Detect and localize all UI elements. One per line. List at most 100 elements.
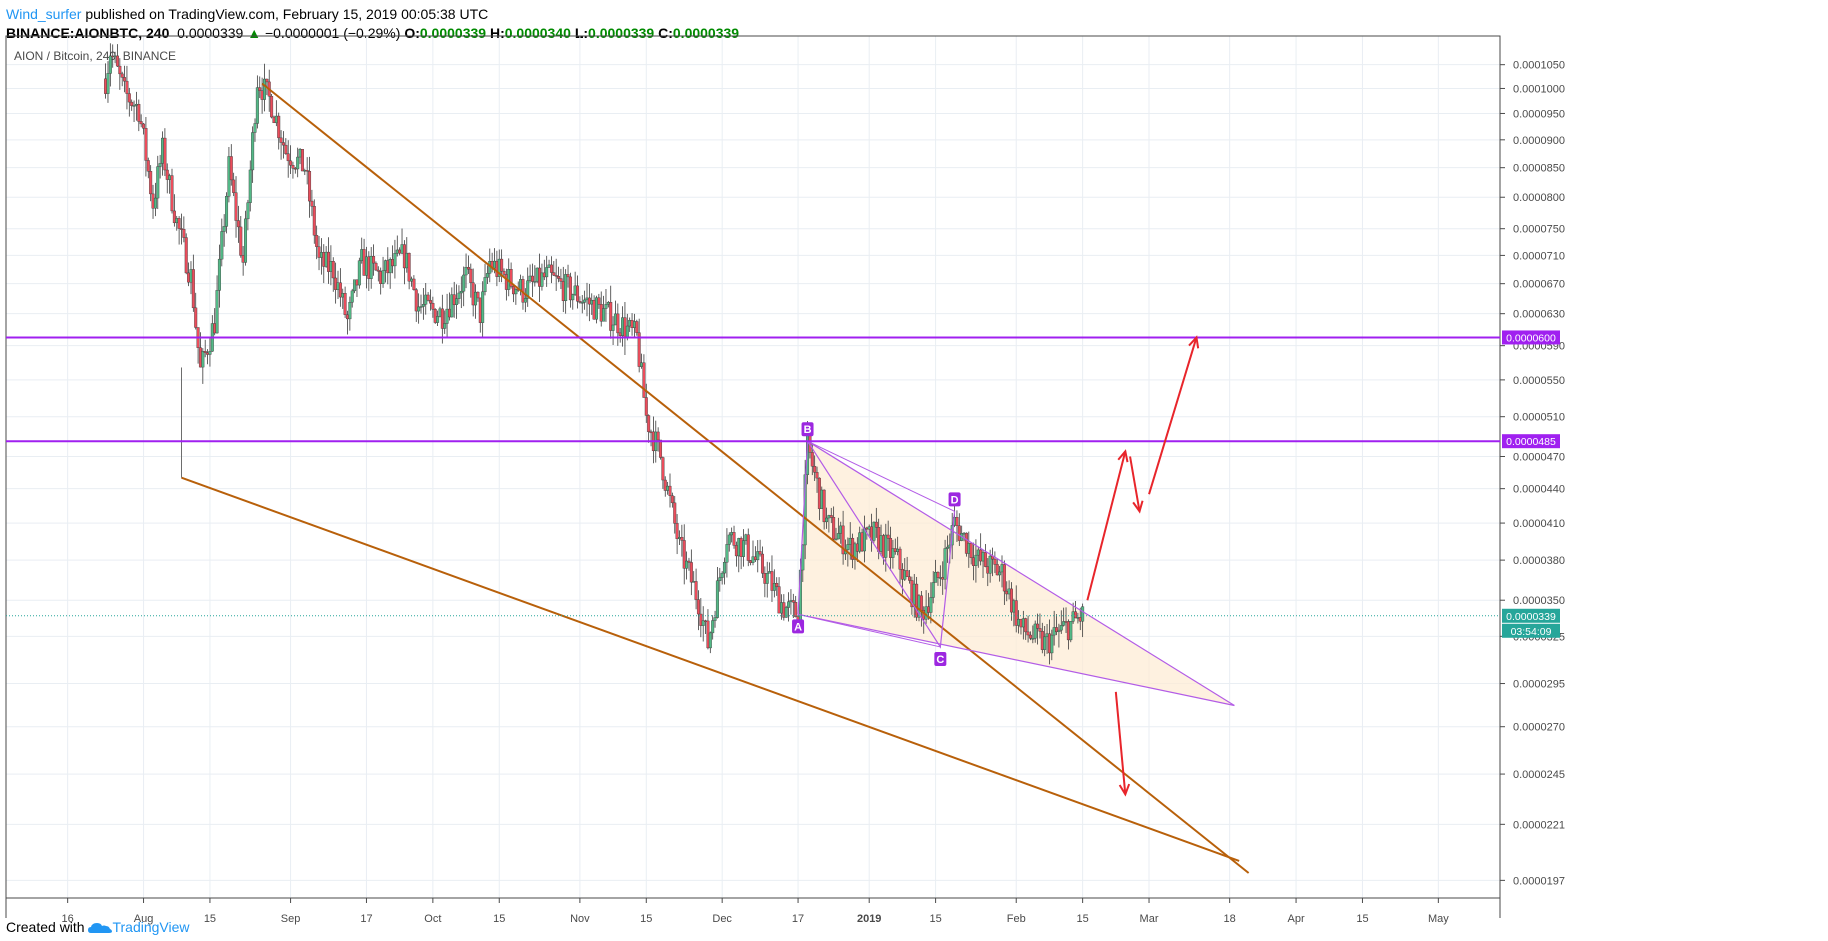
candle-body — [443, 323, 447, 329]
pattern-point-b-label: B — [804, 424, 812, 436]
candle-body — [253, 123, 257, 133]
candle-body — [251, 132, 255, 171]
projection-arrow-head — [1118, 783, 1131, 797]
candle-body — [350, 290, 354, 303]
y-tick-label: 0.0000800 — [1513, 192, 1565, 204]
candle-body — [787, 601, 791, 608]
author-link[interactable]: Wind_surfer — [6, 6, 82, 22]
candle-body — [919, 595, 923, 611]
close-label: C: — [658, 25, 673, 41]
projection-arrow[interactable] — [1114, 691, 1127, 795]
candle-body — [908, 576, 912, 581]
candle-body — [222, 226, 226, 232]
pattern-point-a-badge — [792, 619, 805, 634]
candle-body — [348, 302, 352, 320]
candle-body — [509, 269, 513, 287]
candle-body — [571, 294, 575, 301]
candle-body — [715, 580, 719, 618]
candle-body — [746, 534, 750, 561]
candle-body — [194, 307, 198, 328]
wedge-lower-line[interactable] — [797, 613, 1235, 707]
y-tick-label: 0.0000350 — [1513, 595, 1565, 607]
candle-body — [661, 457, 665, 481]
candle-body — [770, 571, 774, 591]
tradingview-brand-link[interactable]: TradingView — [112, 919, 190, 935]
candle-body — [794, 602, 798, 618]
candle-body — [760, 553, 764, 574]
candle-body — [647, 415, 651, 433]
candle-body — [514, 288, 518, 295]
x-tick-label: Dec — [712, 913, 732, 925]
candle-body — [191, 269, 195, 309]
candle-body — [825, 517, 829, 523]
candle-body — [142, 123, 146, 129]
projection-arrow[interactable] — [1148, 337, 1198, 495]
candle-body — [1081, 606, 1085, 622]
candle-body — [701, 620, 705, 626]
abcd-ac-line — [797, 613, 941, 648]
candle-body — [1043, 636, 1047, 650]
y-tick-label: 0.0000245 — [1513, 769, 1565, 781]
candle-body — [583, 299, 587, 303]
countdown-badge — [1502, 623, 1560, 638]
candle-body — [149, 171, 153, 195]
candle-body — [312, 206, 316, 236]
candle-body — [974, 554, 978, 566]
projection-arrow[interactable] — [1086, 451, 1127, 601]
x-tick-label: Mar — [1140, 913, 1159, 925]
candle-body — [670, 495, 674, 504]
candle-body — [822, 489, 826, 523]
candle-body — [611, 324, 615, 331]
pattern-point-a-label: A — [794, 621, 802, 633]
candle-body — [993, 558, 997, 565]
candle-body — [414, 289, 418, 312]
abcd-bd-line — [807, 440, 955, 512]
x-tick-label: Aug — [134, 913, 154, 925]
x-tick-label: 17 — [792, 913, 804, 925]
candle-body — [936, 571, 940, 578]
y-tick-label: 0.0000270 — [1513, 722, 1565, 734]
candle-body — [1014, 600, 1018, 626]
candle-body — [663, 479, 667, 491]
candle-body — [557, 276, 561, 279]
trendlines — [180, 82, 1250, 874]
grid-lines — [6, 36, 1500, 898]
candle-body — [1062, 621, 1066, 626]
candle-body — [576, 285, 580, 302]
candle-body — [1031, 638, 1035, 640]
candle-body — [1074, 611, 1078, 619]
candle-body — [775, 583, 779, 587]
y-tick-label: 0.0000197 — [1513, 875, 1565, 887]
candle-body — [929, 597, 933, 613]
candle-body — [708, 632, 712, 649]
candle-body — [1059, 625, 1063, 631]
candle-body — [184, 237, 188, 274]
candle-body — [476, 291, 480, 299]
high-label: H: — [489, 25, 505, 41]
candle-body — [450, 294, 454, 318]
candle-body — [813, 466, 817, 473]
candle-body — [343, 293, 347, 315]
candle-body — [474, 291, 478, 306]
candles — [104, 43, 1085, 665]
candle-body — [777, 586, 781, 614]
candle-body — [108, 55, 112, 74]
candle-body — [153, 197, 157, 209]
candle-body — [765, 573, 769, 584]
x-tick-label: 15 — [1356, 913, 1368, 925]
projection-arrow[interactable] — [1129, 456, 1141, 512]
candle-body — [469, 268, 473, 283]
pattern-point-d-label: D — [951, 494, 959, 506]
wedge-trendline[interactable] — [181, 476, 1240, 862]
x-tick-label: Nov — [570, 913, 590, 925]
wedge-upper-line[interactable] — [807, 440, 1235, 707]
abcd-zigzag[interactable] — [797, 439, 956, 649]
open-label: O: — [404, 25, 420, 41]
candle-body — [270, 96, 274, 118]
y-tick-label: 0.0000750 — [1513, 224, 1565, 236]
wedge-trendline[interactable] — [261, 82, 1250, 874]
x-tick-label: 18 — [1224, 913, 1236, 925]
candle-body — [889, 538, 893, 558]
candle-body — [163, 137, 167, 171]
